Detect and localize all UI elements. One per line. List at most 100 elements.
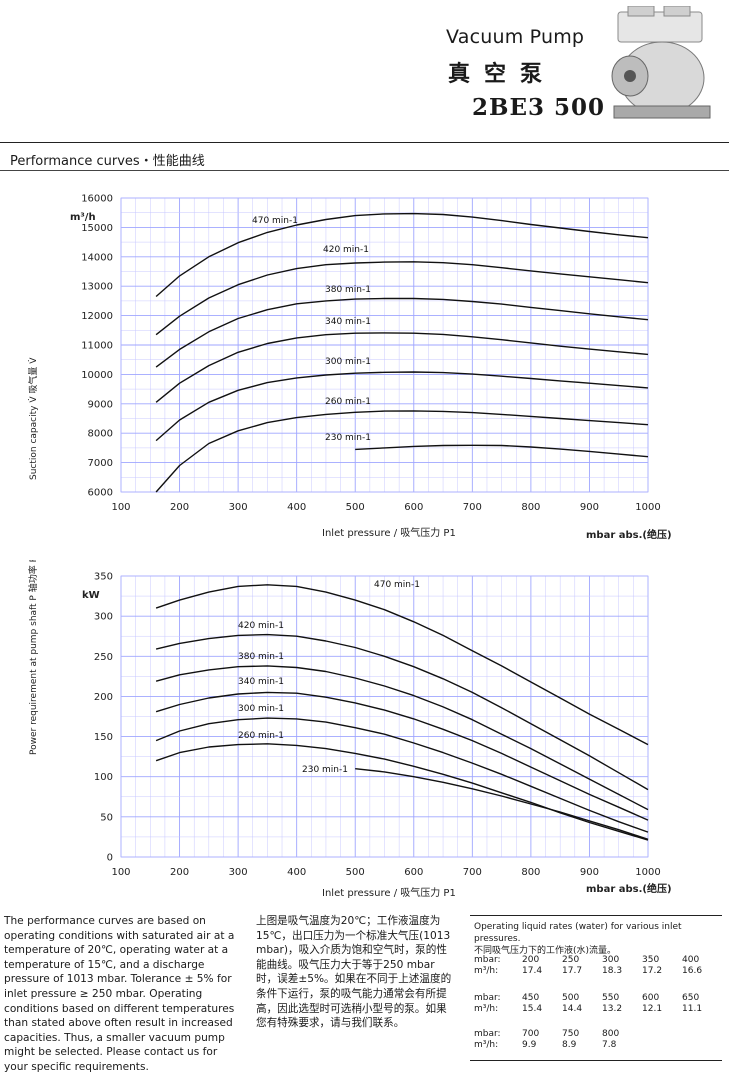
series-label-230: 230 min-1: [325, 433, 371, 443]
x-tick-label: 1000: [635, 867, 660, 878]
y-tick-label: 350: [94, 572, 113, 583]
x-tick-label: 600: [404, 502, 423, 513]
section-title: Performance curves・性能曲线: [10, 154, 205, 169]
x-tick-label: 200: [170, 502, 189, 513]
x-tick-label: 300: [229, 867, 248, 878]
y-tick-label: 11000: [81, 341, 113, 352]
series-line-420: [155, 261, 649, 336]
series-label-470: 470 min-1: [252, 216, 298, 226]
x-unit-label: mbar abs.(绝压): [586, 528, 672, 541]
cell-mbar: 600: [642, 993, 660, 1003]
y-tick-label: 12000: [81, 311, 113, 322]
y-tick-label: 16000: [81, 194, 113, 205]
table-caption: Operating liquid rates (water) for vario…: [474, 921, 722, 957]
cell-mbar: 700: [522, 1029, 540, 1039]
series-line-380: [155, 665, 649, 811]
y-tick-label: 200: [94, 692, 113, 703]
cell-mbar: 250: [562, 955, 580, 965]
y-axis-label: Power requirement at pump shaft P 轴功率 P: [27, 560, 39, 755]
x-axis-label: Inlet pressure / 吸气压力 P1: [322, 886, 456, 899]
y-unit-label: m³/h: [70, 212, 96, 223]
y-tick-label: 10000: [81, 370, 113, 381]
y-tick-label: 50: [100, 812, 113, 823]
series-label-260: 260 min-1: [238, 731, 284, 741]
y-tick-label: 0: [107, 853, 113, 864]
x-tick-label: 200: [170, 867, 189, 878]
series-line-260: [155, 410, 649, 493]
table-caption-cn: 不同吸气压力下的工作液(水)流量。: [474, 946, 617, 956]
table-caption-en: Operating liquid rates (water) for vario…: [474, 922, 682, 944]
series-line-230: [355, 768, 649, 840]
y-tick-label: 13000: [81, 282, 113, 293]
row-label-mbar: mbar:: [474, 993, 501, 1003]
cell-mbar: 550: [602, 993, 620, 1003]
cell-flow: 17.4: [522, 966, 543, 976]
cell-mbar: 750: [562, 1029, 580, 1039]
row-label-flow: m³/h:: [474, 1040, 499, 1050]
row-label-mbar: mbar:: [474, 955, 501, 965]
table-rule-top: [470, 915, 722, 916]
x-tick-label: 900: [580, 867, 599, 878]
notes-english: The performance curves are based on oper…: [4, 915, 235, 1073]
series-line-340: [155, 691, 649, 821]
x-tick-label: 400: [287, 867, 306, 878]
x-tick-label: 600: [404, 867, 423, 878]
series-label-420: 420 min-1: [238, 621, 284, 631]
y-axis-label: Suction capacity V̇ 吸气量 V̇: [27, 357, 39, 480]
table-row: mbar: m³/h: 700 750 800 9.9 8.9 7.8: [474, 1029, 722, 1051]
y-tick-label: 300: [94, 612, 113, 623]
x-unit-label: mbar abs.(绝压): [586, 882, 672, 895]
cell-mbar: 650: [682, 993, 700, 1003]
plot-frame: [120, 575, 649, 858]
x-tick-label: 700: [463, 867, 482, 878]
series-label-300: 300 min-1: [325, 357, 371, 367]
x-tick-label: 800: [521, 867, 540, 878]
cell-mbar: 400: [682, 955, 700, 965]
y-unit-label: kW: [82, 590, 100, 601]
cell-flow: 18.3: [602, 966, 623, 976]
x-tick-label: 900: [580, 502, 599, 513]
cell-flow: 14.4: [562, 1004, 583, 1014]
cell-flow: 11.1: [682, 1004, 703, 1014]
x-tick-label: 100: [111, 502, 130, 513]
series-label-300: 300 min-1: [238, 704, 284, 714]
pump-image: [611, 6, 711, 119]
cell-flow: 13.2: [602, 1004, 623, 1014]
cell-flow: 16.6: [682, 966, 703, 976]
series-line-230: [355, 444, 649, 458]
series-line-420: [155, 633, 649, 791]
x-tick-label: 400: [287, 502, 306, 513]
series-line-300: [155, 717, 649, 833]
y-tick-label: 250: [94, 652, 113, 663]
table-row: mbar: m³/h: 450 500 550 600 650 15.4 14.4 13.2 12.…: [474, 993, 722, 1015]
row-label-flow: m³/h:: [474, 1004, 499, 1014]
series-label-340: 340 min-1: [325, 317, 371, 327]
series-label-470: 470 min-1: [374, 580, 420, 590]
pump-flange-right: [663, 6, 691, 17]
operating-liquid-table: Operating liquid rates (water) for vario…: [470, 915, 722, 1065]
notes-chinese: 上图是吸气温度为20℃；工作液温度为15℃，出口压力为一个标准大气压(1013 …: [256, 915, 452, 1030]
title-en: Vacuum Pump: [446, 26, 585, 48]
cell-mbar: 350: [642, 955, 660, 965]
pump-shaft: [624, 70, 636, 82]
y-tick-label: 7000: [88, 458, 113, 469]
cell-mbar: 200: [522, 955, 540, 965]
cell-mbar: 450: [522, 993, 540, 1003]
series-label-380: 380 min-1: [325, 285, 371, 295]
header-rule: [0, 142, 729, 143]
x-tick-label: 800: [521, 502, 540, 513]
series-line-300: [155, 371, 649, 442]
x-tick-label: 500: [346, 502, 365, 513]
row-label-mbar: mbar:: [474, 1029, 501, 1039]
series-line-470: [155, 584, 649, 746]
series-line-260: [155, 743, 649, 841]
model-number: 2BE3 500: [472, 94, 605, 121]
y-tick-label: 6000: [88, 488, 113, 499]
y-tick-label: 150: [94, 732, 113, 743]
table-row: mbar: m³/h: 200 250 300 350 400 17.4 17.7 18.3 17.…: [474, 955, 722, 977]
cell-flow: 7.8: [602, 1040, 617, 1050]
cell-flow: 8.9: [562, 1040, 577, 1050]
power-requirement-chart: 100 200 300 400 500 600 700 800 900 1000 0 50 100 150…: [27, 560, 672, 899]
x-tick-label: 100: [111, 867, 130, 878]
series-line-380: [155, 297, 649, 368]
